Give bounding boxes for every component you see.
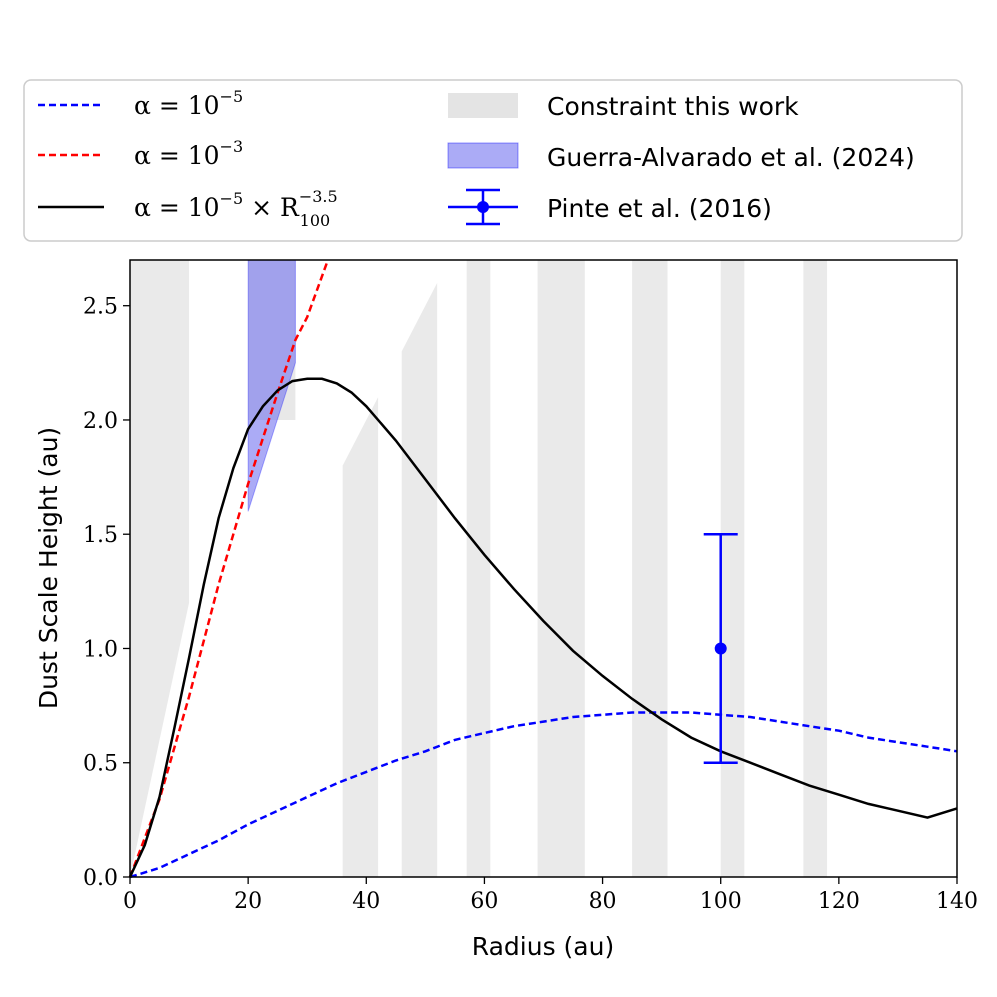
legend-swatch-pinte xyxy=(448,188,518,226)
y-axis-label: Dust Scale Height (au) xyxy=(34,427,63,709)
legend-label-alpha-high-exp: −3 xyxy=(220,137,244,156)
pinte-marker xyxy=(714,642,727,655)
y-tick-label-1: 0.5 xyxy=(83,752,118,777)
legend-swatch-guerra xyxy=(447,142,519,169)
constraint-band-4 xyxy=(537,260,585,877)
constraint-band-1 xyxy=(342,397,379,877)
legend-label-guerra: Guerra-Alvarado et al. (2024) xyxy=(547,143,915,172)
x-tick-label-40: 40 xyxy=(352,889,380,914)
constraint-band-5 xyxy=(632,260,668,877)
legend-label-alpha-radial-exp2: −3.5 xyxy=(299,187,338,206)
curve-alpha-radial xyxy=(128,377,958,878)
x-tick-label-0: 0 xyxy=(123,889,137,914)
model-curves xyxy=(128,259,958,879)
x-tick-label-60: 60 xyxy=(470,889,498,914)
constraint-band-7 xyxy=(803,260,828,877)
y-tick-label-5: 2.5 xyxy=(83,295,118,320)
y-tick-label-4: 2.0 xyxy=(83,409,118,434)
plot-frame xyxy=(129,259,958,878)
legend-label-alpha-radial: α = 10−5 × R−3.5 100 xyxy=(134,187,338,230)
constraint-band-2 xyxy=(401,282,438,878)
curve-alpha-high xyxy=(128,259,330,878)
curve-alpha-low xyxy=(129,711,958,879)
guerra-band xyxy=(247,259,296,512)
plot-area: 0 20 40 60 80 100 120 140 0.0 0.5 1.0 1.5 2.0 2.5 xyxy=(83,259,978,914)
legend-label-alpha-high: α = 10−3 xyxy=(134,137,243,170)
legend-label-constraint: Constraint this work xyxy=(547,92,799,121)
legend-label-alpha-low-exp: −5 xyxy=(220,87,244,106)
y-tick-label-3: 1.5 xyxy=(83,523,118,548)
legend-label-alpha-low: α = 10−5 xyxy=(134,87,243,120)
constraint-band-6 xyxy=(720,260,745,877)
legend-label-alpha-low-base: α = 10 xyxy=(134,91,220,120)
x-axis-label: Radius (au) xyxy=(472,932,614,961)
y-axis: 0.0 0.5 1.0 1.5 2.0 2.5 xyxy=(83,295,130,891)
x-tick-label-20: 20 xyxy=(234,889,262,914)
y-tick-label-0: 0.0 xyxy=(83,866,118,891)
x-tick-label-140: 140 xyxy=(936,889,978,914)
y-tick-label-2: 1.0 xyxy=(83,637,118,662)
pinte-point xyxy=(703,532,738,764)
constraint-band-3 xyxy=(466,260,491,877)
legend-label-pinte: Pinte et al. (2016) xyxy=(547,194,772,223)
x-axis: 0 20 40 60 80 100 120 140 xyxy=(123,877,978,914)
legend-label-alpha-radial-base: α = 10 xyxy=(134,193,220,222)
legend-label-alpha-radial-mid: × R xyxy=(243,193,300,222)
legend-label-alpha-radial-exp: −5 xyxy=(220,189,244,208)
legend-label-alpha-radial-sub: 100 xyxy=(300,211,331,230)
x-tick-label-80: 80 xyxy=(589,889,617,914)
constraint-bands xyxy=(130,260,828,878)
legend-swatch-constraint xyxy=(448,93,518,118)
guerra-region xyxy=(247,259,296,512)
legend: α = 10−5 α = 10−3 α = 10−5 × R−3.5 100 Co… xyxy=(23,79,963,242)
legend-label-alpha-high-base: α = 10 xyxy=(134,141,220,170)
x-tick-label-100: 100 xyxy=(700,889,742,914)
x-tick-label-120: 120 xyxy=(818,889,860,914)
constraint-band-0 xyxy=(130,260,190,877)
